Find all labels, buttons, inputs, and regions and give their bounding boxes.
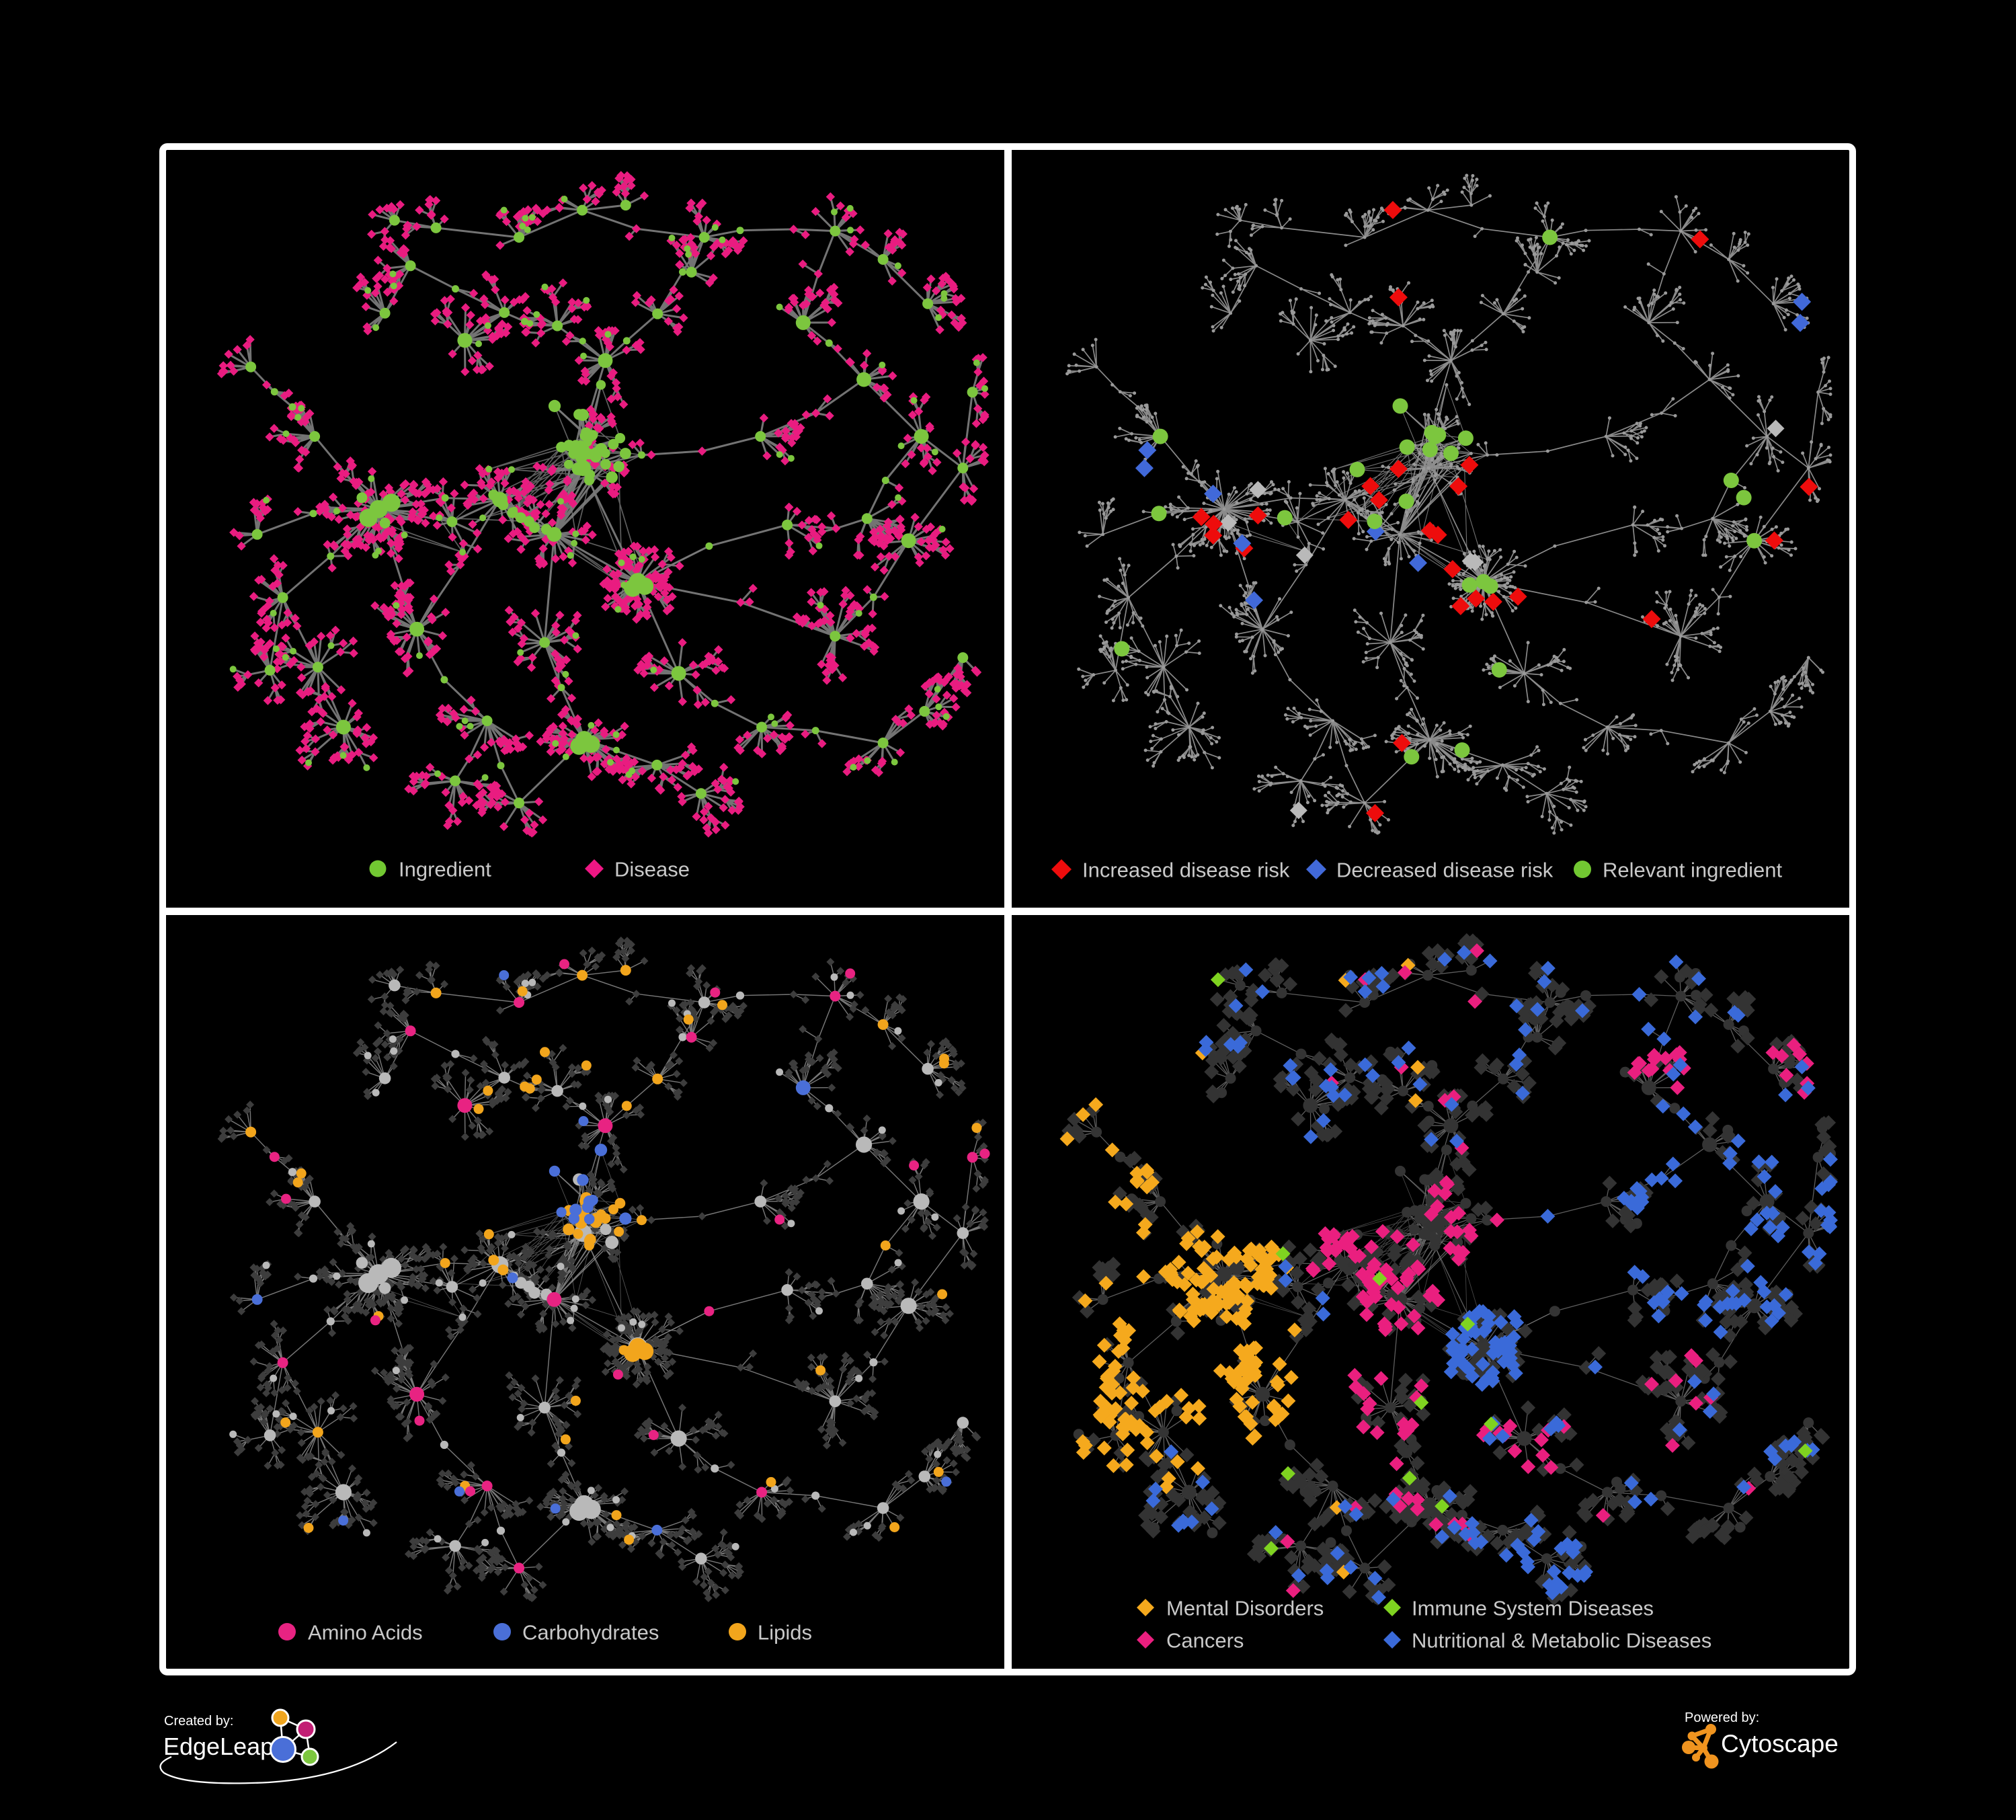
svg-text:Decreased disease risk: Decreased disease risk	[1336, 859, 1554, 882]
svg-text:Powered by:: Powered by:	[1685, 1710, 1759, 1725]
svg-text:Relevant ingredient: Relevant ingredient	[1603, 859, 1783, 882]
svg-text:Disease: Disease	[614, 858, 690, 881]
svg-text:Cancers: Cancers	[1166, 1629, 1244, 1653]
svg-text:Ingredient: Ingredient	[399, 858, 491, 881]
svg-text:Mental Disorders: Mental Disorders	[1166, 1597, 1324, 1620]
svg-text:Nutritional & Metabolic Diseas: Nutritional & Metabolic Diseases	[1412, 1629, 1711, 1653]
svg-text:Increased disease risk: Increased disease risk	[1082, 859, 1290, 882]
svg-text:Immune System Diseases: Immune System Diseases	[1412, 1597, 1654, 1620]
svg-text:EdgeLeap: EdgeLeap	[163, 1733, 274, 1760]
svg-text:Created by:: Created by:	[164, 1714, 233, 1729]
svg-text:Cytoscape: Cytoscape	[1721, 1730, 1839, 1757]
svg-text:Carbohydrates: Carbohydrates	[522, 1621, 659, 1645]
svg-text:Lipids: Lipids	[758, 1621, 812, 1645]
svg-text:Amino Acids: Amino Acids	[308, 1621, 423, 1645]
